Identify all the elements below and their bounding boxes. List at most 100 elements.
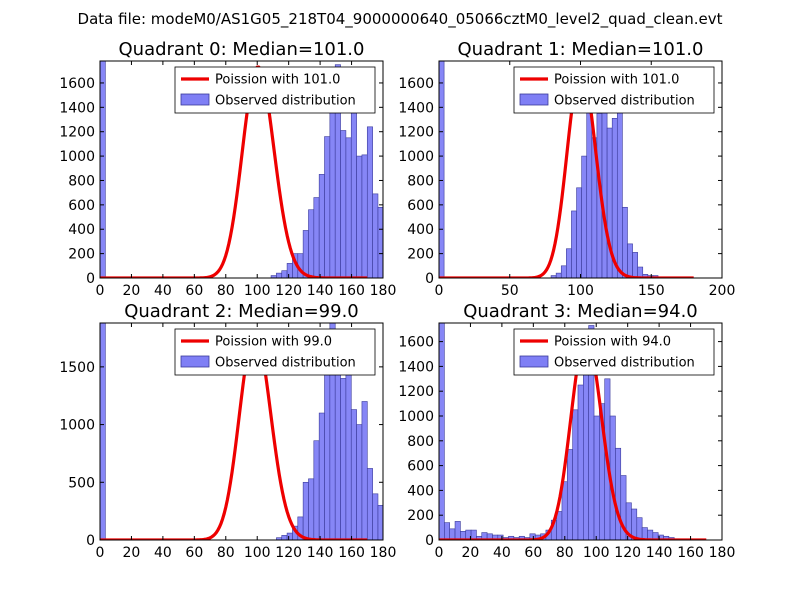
histogram-bar	[394, 255, 399, 278]
panel-1: 0 50 100 150 200 0 200 400 600 800 1000 1200 1400 160…	[398, 39, 735, 299]
histogram-bar	[329, 102, 336, 278]
histogram-bar	[439, 61, 445, 278]
histogram-bar	[318, 412, 325, 540]
legend-observed-swatch	[180, 355, 210, 368]
x-tick-label: 120	[614, 545, 641, 561]
x-tick-label: 0	[435, 283, 444, 299]
y-tick-label: 1600	[59, 76, 95, 92]
histogram-bar	[281, 535, 288, 540]
y-tick-label: 1000	[59, 418, 95, 434]
legend-observed-label: Observed distribution	[554, 94, 695, 109]
y-tick-label: 400	[68, 222, 95, 238]
histogram-bar	[577, 384, 584, 540]
legend-observed-swatch	[180, 93, 210, 106]
histogram-bar	[366, 126, 373, 278]
histogram-bar	[399, 531, 404, 540]
y-tick-label: 600	[407, 198, 434, 214]
plot-area	[100, 61, 415, 278]
panel-title: Quadrant 0: Median=101.0	[119, 39, 365, 60]
plot-area	[100, 323, 410, 540]
y-tick-label: 200	[407, 247, 434, 263]
x-tick-label: 40	[154, 283, 172, 299]
histogram-bar	[593, 415, 600, 540]
legend: Poission with 94.0 Observed distribution	[513, 328, 715, 376]
histogram-bar	[286, 263, 293, 278]
axes-frame	[99, 60, 384, 279]
y-tick-label: 500	[68, 475, 95, 491]
histogram-bar	[286, 532, 293, 540]
histogram-bar	[340, 130, 347, 278]
y-tick-label: 1200	[398, 384, 434, 400]
x-tick-label: 100	[244, 545, 271, 561]
x-tick-label: 140	[307, 545, 334, 561]
x-tick-label: 20	[462, 545, 480, 561]
x-tick-label: 50	[501, 283, 519, 299]
histogram-bar	[571, 210, 577, 278]
histogram-bar	[632, 252, 638, 278]
histogram-bar	[361, 154, 368, 278]
y-tick-label: 600	[407, 459, 434, 475]
x-tick-label: 160	[677, 545, 704, 561]
legend-observed-swatch	[519, 93, 549, 106]
x-tick-label: 40	[493, 545, 511, 561]
legend-poisson-label: Poission with 94.0	[554, 335, 671, 350]
histogram-bar	[366, 468, 373, 540]
histogram-bar	[615, 447, 622, 540]
axes-frame	[99, 322, 384, 541]
histogram-bar	[308, 209, 315, 278]
legend-observed-label: Observed distribution	[554, 356, 695, 371]
y-tick-label: 0	[86, 271, 95, 287]
histogram-bar	[560, 265, 567, 278]
x-tick-label: 40	[154, 545, 172, 561]
legend-observed-label: Observed distribution	[215, 94, 356, 109]
histogram-bar	[334, 366, 341, 540]
y-tick-label: 1400	[59, 100, 95, 116]
y-tick-label: 1000	[398, 409, 434, 425]
histogram-bar	[313, 197, 320, 278]
histogram-bar	[405, 534, 410, 540]
panel-0: 0 20 40 60 80 100 120 140 160 180 0 200 400 600 800 100…	[59, 39, 415, 299]
legend: Poission with 101.0 Observed distribution	[513, 66, 715, 114]
x-tick-label: 200	[709, 283, 736, 299]
histogram-bar	[389, 241, 394, 278]
x-tick-label: 20	[123, 545, 141, 561]
histogram-bar	[576, 187, 582, 278]
y-tick-label: 200	[407, 508, 434, 524]
histogram-bar	[372, 493, 379, 540]
x-tick-label: 140	[307, 283, 334, 299]
histogram-bar	[350, 409, 357, 540]
histogram-bar	[318, 174, 325, 278]
histogram-bar	[601, 102, 608, 278]
panel-3: 0 20 40 60 80 100 120 140 160 180 0 200 400 600 800 100…	[398, 301, 735, 561]
histogram-bar	[410, 269, 415, 278]
y-tick-label: 1600	[398, 76, 434, 92]
histogram-bar	[324, 136, 331, 278]
histogram-bar	[561, 481, 568, 540]
panel-2: 0 20 40 60 80 100 120 140 160 180 0 500 1000 1500 Quad…	[59, 301, 410, 561]
x-tick-label: 180	[370, 283, 397, 299]
histogram-bar	[302, 230, 309, 278]
histogram-bar	[622, 206, 628, 278]
x-tick-label: 0	[435, 545, 444, 561]
y-tick-label: 800	[68, 173, 95, 189]
histogram-bar	[361, 401, 368, 540]
y-tick-label: 1200	[59, 125, 95, 141]
y-tick-label: 0	[86, 533, 95, 549]
histogram-bar	[389, 519, 394, 540]
x-tick-label: 150	[638, 283, 665, 299]
x-tick-label: 80	[556, 545, 574, 561]
x-tick-label: 180	[370, 545, 397, 561]
histogram-bar	[439, 323, 445, 540]
histogram-bar	[444, 522, 451, 540]
histogram-bar	[627, 243, 633, 278]
x-tick-label: 100	[244, 283, 271, 299]
histogram-bar	[100, 323, 106, 540]
histogram-bar	[324, 366, 331, 540]
histogram-bar	[350, 100, 357, 278]
histogram-bar	[555, 272, 562, 278]
histogram-bar	[302, 481, 309, 540]
y-tick-label: 1200	[398, 125, 434, 141]
legend-poisson-label: Poission with 101.0	[554, 73, 679, 88]
legend: Poission with 99.0 Observed distribution	[174, 328, 376, 376]
